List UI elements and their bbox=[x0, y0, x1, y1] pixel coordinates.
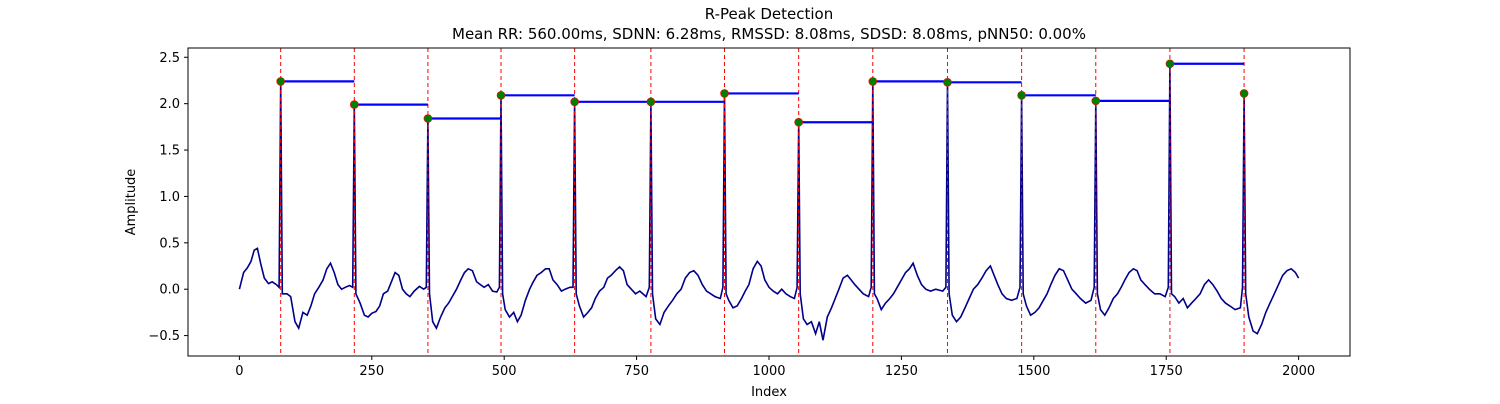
y-tick-label: 0.5 bbox=[159, 236, 180, 251]
x-tick-label: 0 bbox=[235, 364, 243, 379]
peak-marker-1 bbox=[276, 77, 285, 86]
y-axis-label: Amplitude bbox=[124, 169, 139, 236]
chart-title: R-Peak Detection bbox=[705, 5, 833, 23]
x-tick-label: 1000 bbox=[752, 364, 785, 379]
chart-subtitle: Mean RR: 560.00ms, SDNN: 6.28ms, RMSSD: … bbox=[452, 25, 1086, 43]
peak-marker-5 bbox=[570, 97, 579, 107]
peak-marker-9 bbox=[868, 77, 878, 86]
plot-content bbox=[238, 48, 1300, 356]
x-axis-label: Index bbox=[751, 385, 787, 400]
x-tick-label: 750 bbox=[624, 364, 649, 379]
x-tick-label: 1500 bbox=[1017, 364, 1050, 379]
x-tick-label: 2000 bbox=[1282, 364, 1315, 379]
peak-marker-7 bbox=[720, 89, 729, 98]
ecg-signal-line bbox=[238, 63, 1300, 341]
y-tick-label: 1.5 bbox=[159, 144, 180, 159]
peak-marker-2 bbox=[350, 100, 359, 109]
peak-marker-12 bbox=[1091, 96, 1101, 106]
y-tick-label: 0.0 bbox=[159, 283, 180, 298]
y-axis: −0.5 0.0 0.5 1.0 1.5 2.0 2.5 bbox=[148, 51, 188, 344]
x-tick-label: 250 bbox=[359, 364, 384, 379]
peak-marker-6 bbox=[646, 97, 656, 107]
peak-marker-8 bbox=[794, 117, 803, 127]
y-tick-label: −0.5 bbox=[148, 329, 180, 344]
peak-marker-10 bbox=[943, 78, 952, 87]
peak-marker-14 bbox=[1239, 89, 1249, 98]
y-tick-label: 2.5 bbox=[159, 51, 180, 66]
y-tick-label: 1.0 bbox=[159, 190, 180, 205]
peak-marker-3 bbox=[423, 114, 433, 123]
x-axis: 0 250 500 750 1000 1250 1500 1750 2000 bbox=[235, 356, 1315, 379]
x-tick-label: 500 bbox=[492, 364, 517, 379]
peak-marker-11 bbox=[1017, 91, 1026, 100]
x-tick-label: 1250 bbox=[885, 364, 918, 379]
peak-marker-4 bbox=[496, 91, 506, 100]
y-tick-label: 2.0 bbox=[159, 97, 180, 112]
x-tick-label: 1750 bbox=[1150, 364, 1183, 379]
peak-marker-13 bbox=[1165, 59, 1175, 69]
